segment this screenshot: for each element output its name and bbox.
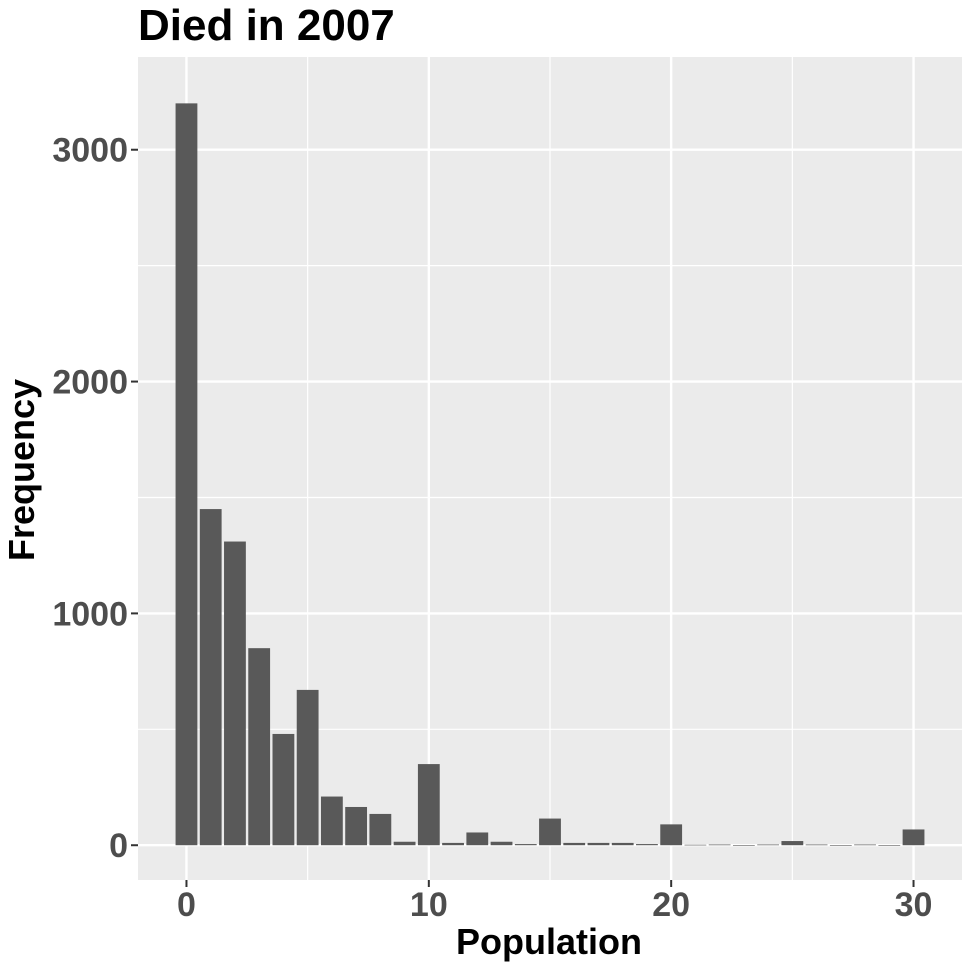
major-gridlines xyxy=(138,57,962,880)
y-tick-label: 2000 xyxy=(52,364,128,402)
bar xyxy=(757,844,780,846)
bar xyxy=(345,806,368,846)
bar xyxy=(175,103,198,846)
tick-labels: 0 10 20 30 0 1000 2000 3000 xyxy=(52,132,932,924)
bar xyxy=(684,844,707,846)
y-tick-label: 1000 xyxy=(52,595,128,633)
bar xyxy=(514,844,537,846)
x-tick-label: 30 xyxy=(895,886,933,924)
bar xyxy=(636,844,658,846)
bar xyxy=(369,813,392,846)
bar xyxy=(805,844,828,846)
x-axis-label: Population xyxy=(456,921,642,962)
x-tick-label: 10 xyxy=(410,886,448,924)
bar xyxy=(611,842,634,846)
bar xyxy=(320,796,343,846)
bar xyxy=(587,842,610,846)
bar xyxy=(829,845,852,846)
bar xyxy=(248,648,271,846)
chart-title: Died in 2007 xyxy=(138,1,395,50)
bar xyxy=(563,842,586,846)
bar xyxy=(878,845,901,846)
x-tick-label: 0 xyxy=(177,886,196,924)
y-tick-label: 0 xyxy=(109,827,128,865)
bar xyxy=(854,844,876,846)
bar xyxy=(708,844,731,846)
bar xyxy=(660,824,683,846)
bar xyxy=(490,841,513,846)
bars xyxy=(175,103,925,846)
bar xyxy=(781,841,804,846)
bar xyxy=(442,842,464,846)
bar xyxy=(393,841,416,846)
bar xyxy=(224,541,246,846)
bar xyxy=(272,733,295,846)
bar xyxy=(466,832,489,846)
axis-ticks xyxy=(131,148,915,887)
y-tick-label: 3000 xyxy=(52,132,128,170)
x-tick-label: 20 xyxy=(652,886,690,924)
bar xyxy=(199,509,222,846)
bar xyxy=(296,689,319,846)
bar xyxy=(732,845,755,846)
bar xyxy=(539,818,561,846)
bar xyxy=(902,829,925,846)
bar xyxy=(417,764,440,846)
